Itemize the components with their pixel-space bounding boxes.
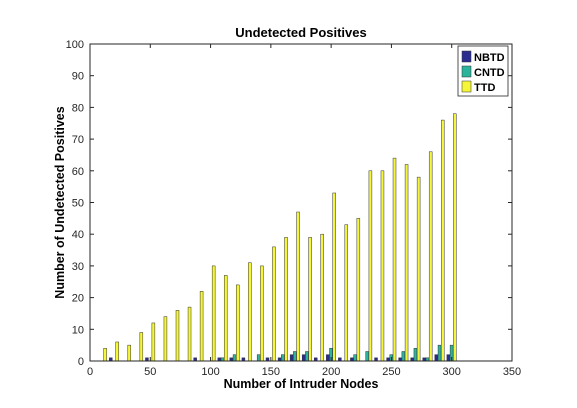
bar-cntd-260 <box>401 351 406 362</box>
y-tick-label: 90 <box>72 71 84 83</box>
bar-cntd-180 <box>305 351 309 362</box>
y-tick-label: 0 <box>78 356 84 368</box>
bar-ttd-270 <box>416 176 421 362</box>
bar-ttd-240 <box>380 170 385 362</box>
x-tick-label: 250 <box>382 366 400 378</box>
bar-ttd-190 <box>320 233 324 362</box>
legend-swatch-nbtd <box>461 50 472 63</box>
y-tick-label: 100 <box>66 39 84 51</box>
plot-frame <box>89 43 513 362</box>
y-tick-label: 40 <box>72 229 84 241</box>
legend-label-ttd: TTD <box>474 82 495 94</box>
bar-ttd-180 <box>308 237 312 362</box>
bar-cntd-270 <box>413 348 418 362</box>
bar-ttd-160 <box>284 237 288 362</box>
y-tick-label: 50 <box>72 198 84 210</box>
bar-nbtd-170 <box>289 354 294 362</box>
legend: NBTD CNTD TTD <box>457 45 509 97</box>
y-tick-label: 10 <box>72 324 84 336</box>
bar-nbtd-300 <box>446 354 451 362</box>
y-tick-label: 70 <box>72 134 84 146</box>
bar-ttd-110 <box>223 275 228 362</box>
axis-ticks: 0 50 100 150 200 250 300 350 0 10 20 30 40 50 60 70 80 90… <box>66 39 522 378</box>
bar-ttd-20 <box>115 341 119 362</box>
bar-cntd-120 <box>232 354 237 362</box>
bar-nbtd-180 <box>301 354 306 362</box>
bar-ttd-30 <box>127 344 131 362</box>
x-tick-label: 300 <box>443 366 461 378</box>
bar-cntd-170 <box>293 351 297 362</box>
bar-ttd-50 <box>151 322 156 362</box>
bar-ttd-100 <box>211 265 216 362</box>
bar-ttd-200 <box>332 192 336 362</box>
bar-nbtd-290 <box>434 354 439 362</box>
x-tick-label: 0 <box>87 366 93 378</box>
bar-ttd-290 <box>441 119 445 362</box>
legend-swatch-ttd <box>461 80 472 93</box>
bar-ttd-130 <box>248 262 252 362</box>
bar-ttd-230 <box>368 170 373 362</box>
legend-label-cntd: CNTD <box>474 67 505 79</box>
y-tick-label: 80 <box>72 102 84 114</box>
bar-ttd-140 <box>260 265 264 362</box>
legend-swatch-cntd <box>461 65 472 78</box>
x-tick-label: 100 <box>201 366 219 378</box>
bar-ttd-280 <box>428 151 433 362</box>
bar-ttd-260 <box>404 164 409 362</box>
bar-ttd-10 <box>103 348 107 362</box>
y-tick-label: 20 <box>72 293 84 305</box>
x-tick-label: 150 <box>262 366 280 378</box>
x-axis-label: Number of Intruder Nodes <box>224 377 379 391</box>
bar-ttd-220 <box>356 218 361 362</box>
bar-ttd-70 <box>175 310 180 362</box>
bar-ttd-80 <box>187 306 192 362</box>
bar-ttd-60 <box>163 316 168 362</box>
bar-cntd-160 <box>281 354 285 362</box>
y-tick-label: 30 <box>72 261 84 273</box>
bar-cntd-230 <box>365 351 369 362</box>
bar-ttd-170 <box>296 211 300 362</box>
x-tick-label: 350 <box>503 366 521 378</box>
chart-title: Undetected Positives <box>235 25 367 40</box>
bar-ttd-40 <box>139 332 144 362</box>
bar-ttd-250 <box>392 157 397 362</box>
bar-nbtd-200 <box>326 354 330 362</box>
bar-cntd-140 <box>256 354 261 362</box>
bar-ttd-120 <box>236 284 240 362</box>
x-tick-label: 50 <box>144 366 156 378</box>
y-tick-label: 60 <box>72 166 84 178</box>
bars-group <box>103 113 457 362</box>
bar-ttd-150 <box>272 246 276 362</box>
y-axis-label: Number of Undetected Positives <box>53 106 67 298</box>
bar-cntd-220 <box>353 354 357 362</box>
x-tick-label: 200 <box>322 366 340 378</box>
legend-label-nbtd: NBTD <box>474 52 505 64</box>
bar-ttd-300 <box>453 113 457 362</box>
bar-ttd-90 <box>199 291 204 362</box>
bar-ttd-210 <box>344 224 349 362</box>
bar-cntd-290 <box>437 344 442 362</box>
